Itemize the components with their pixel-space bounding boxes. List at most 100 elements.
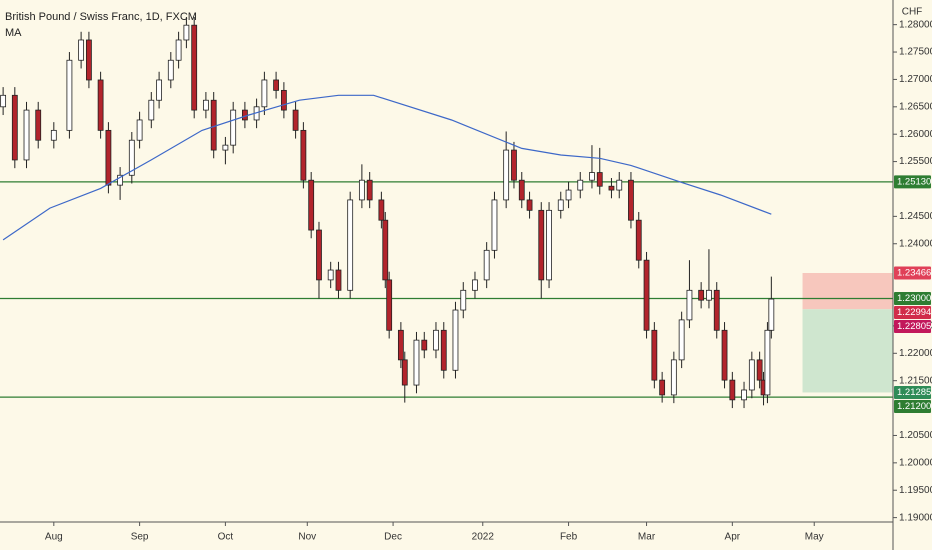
candle-body	[491, 199, 498, 251]
candle-body	[472, 279, 478, 291]
candle-body	[230, 109, 237, 146]
candle-body	[292, 109, 299, 131]
y-tick-label: 1.26000	[899, 129, 932, 140]
candle-body	[413, 339, 420, 386]
candle-body	[628, 179, 634, 221]
candle-body	[327, 269, 334, 281]
x-tick-label: Nov	[298, 532, 316, 543]
price-label: 1.23466	[897, 268, 931, 279]
x-tick-label: Mar	[638, 532, 656, 543]
candle-body	[511, 149, 517, 181]
candle-body	[577, 179, 584, 191]
candle-body	[557, 199, 564, 211]
y-tick-label: 1.24500	[899, 211, 932, 222]
price-label-bg	[894, 292, 931, 306]
candle-body	[128, 139, 135, 176]
candle-body	[66, 59, 73, 131]
candle-body	[460, 289, 467, 311]
y-tick-label: 1.19500	[899, 485, 932, 496]
price-label-bg	[894, 306, 931, 320]
price-label-bg	[894, 385, 931, 399]
candle-body	[261, 79, 268, 108]
candle-body	[503, 149, 510, 201]
candle-body	[11, 94, 18, 161]
y-tick-label: 1.26500	[899, 101, 932, 112]
candle-body	[335, 269, 342, 291]
candle-body	[191, 24, 198, 111]
candle-body	[756, 359, 763, 381]
plot-area	[0, 16, 893, 409]
price-label-bg	[894, 399, 931, 413]
candle-body	[222, 144, 229, 151]
candle-body	[105, 129, 112, 186]
y-tick-label: 1.19000	[899, 512, 932, 523]
candle-body	[136, 119, 143, 141]
candle-body	[397, 329, 404, 361]
price-label: 1.22805	[897, 321, 931, 332]
candle-body	[156, 79, 163, 101]
candle-body	[210, 99, 217, 151]
candle-body	[433, 329, 439, 351]
currency: CHF	[902, 7, 923, 18]
y-tick-label: 1.24000	[899, 238, 932, 249]
price-label: 1.22994	[897, 307, 931, 318]
candle-body	[518, 179, 525, 201]
candle-body	[202, 99, 209, 111]
candle-body	[421, 339, 428, 351]
candle-body	[366, 179, 373, 201]
candle-body	[526, 199, 533, 211]
candle-body	[452, 309, 459, 371]
candle-body	[78, 39, 85, 61]
candle-body	[97, 79, 104, 131]
candle-body	[23, 109, 30, 161]
y-tick-label: 1.22000	[899, 348, 932, 359]
candle-body	[382, 219, 389, 281]
candle-body	[308, 179, 315, 231]
x-tick-label: Sep	[131, 532, 149, 543]
y-tick-label: 1.20000	[899, 457, 932, 468]
candle-body	[50, 129, 57, 141]
stop-zone	[802, 272, 893, 310]
candle-body	[678, 319, 685, 361]
candle-body	[386, 279, 393, 331]
candle-body	[358, 179, 365, 201]
candle-body	[148, 99, 155, 121]
price-label: 1.25130	[897, 176, 931, 187]
candle-body	[764, 329, 771, 396]
candle-body	[347, 199, 354, 291]
candle-body	[635, 219, 642, 261]
candle-body	[729, 379, 736, 401]
candle-body	[378, 199, 385, 221]
y-tick-label: 1.21500	[899, 375, 932, 386]
candle-body	[659, 379, 666, 396]
x-tick-label: May	[805, 532, 824, 543]
candle-body	[713, 289, 720, 331]
candle-body	[651, 329, 658, 381]
candle-body	[616, 179, 623, 191]
candle-body	[241, 109, 248, 121]
candle-body	[0, 94, 7, 108]
chart-title: British Pound / Swiss Franc, 1D, FXCM	[5, 11, 197, 23]
candle-body	[608, 185, 615, 191]
price-label-bg	[894, 175, 931, 189]
candle-body	[300, 129, 307, 181]
candle-body	[538, 209, 545, 281]
candle-body	[86, 39, 92, 81]
price-label: 1.21200	[897, 401, 931, 412]
y-tick-label: 1.20500	[899, 430, 932, 441]
y-tick-label: 1.27500	[899, 47, 932, 58]
x-tick-label: Oct	[218, 532, 234, 543]
candle-body	[117, 174, 124, 186]
x-tick-label: 2022	[472, 532, 495, 543]
candle-body	[589, 172, 595, 181]
candle-body	[35, 109, 42, 141]
candle-body	[483, 249, 490, 281]
candle-body	[183, 24, 190, 41]
x-tick-label: Feb	[560, 532, 578, 543]
candle-body	[565, 189, 572, 201]
price-label: 1.21285	[897, 387, 931, 398]
candle-body	[167, 59, 174, 81]
moving-average	[2, 94, 772, 241]
